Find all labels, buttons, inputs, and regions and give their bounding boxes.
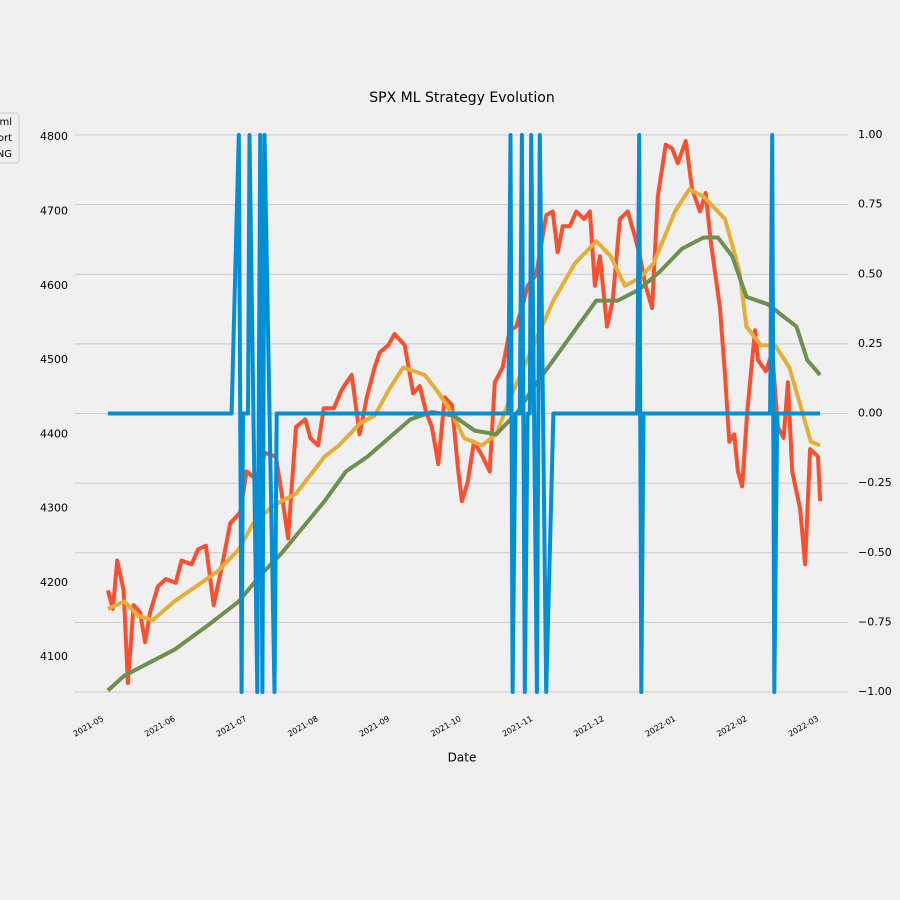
data-line [105, 138, 823, 686]
y-tick-label: 4500 [40, 353, 68, 366]
x-axis-label: Date [448, 751, 477, 765]
y2-tick-label: −0.25 [858, 476, 892, 489]
y2-tick-label: 0.50 [858, 267, 883, 280]
y2-tick-label: −0.75 [858, 615, 892, 628]
legend: ml ort NG [0, 112, 20, 164]
y2-tick-label: 0.25 [858, 337, 883, 350]
y-tick-label: 4200 [40, 576, 68, 589]
legend-label: ml [0, 117, 12, 128]
plot-area [105, 133, 823, 694]
y-tick-label: 4300 [40, 502, 68, 515]
y2-tick-label: 0.75 [858, 198, 883, 211]
y-tick-label: 4100 [40, 650, 68, 663]
y-tick-label: 4400 [40, 427, 68, 440]
y2-tick-label: −0.50 [858, 546, 892, 559]
data-line [107, 133, 821, 694]
legend-label: ort [0, 133, 12, 144]
y-tick-label: 4800 [40, 130, 68, 143]
y2-tick-label: −1.00 [858, 685, 892, 698]
y-tick-label: 4700 [40, 204, 68, 217]
chart-title: SPX ML Strategy Evolution [369, 90, 554, 106]
legend-box [0, 112, 20, 164]
y2-tick-label: 1.00 [858, 128, 883, 141]
legend-label: NG [0, 149, 12, 160]
y2-tick-label: 0.00 [858, 407, 883, 420]
y-tick-label: 4600 [40, 279, 68, 292]
